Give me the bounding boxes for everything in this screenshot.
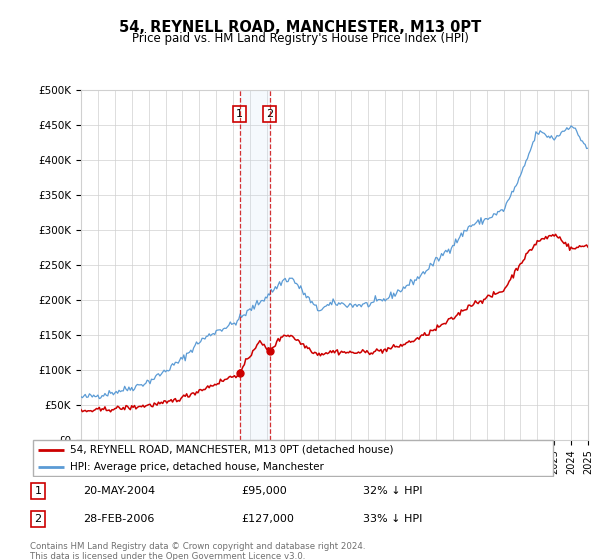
Text: 28-FEB-2006: 28-FEB-2006 (83, 514, 154, 524)
FancyBboxPatch shape (32, 440, 553, 476)
Text: 32% ↓ HPI: 32% ↓ HPI (362, 486, 422, 496)
Text: 1: 1 (236, 109, 243, 119)
Text: 54, REYNELL ROAD, MANCHESTER, M13 0PT: 54, REYNELL ROAD, MANCHESTER, M13 0PT (119, 20, 481, 35)
Text: Contains HM Land Registry data © Crown copyright and database right 2024.
This d: Contains HM Land Registry data © Crown c… (30, 542, 365, 560)
Text: 33% ↓ HPI: 33% ↓ HPI (362, 514, 422, 524)
Text: 2: 2 (34, 514, 41, 524)
Text: 1: 1 (34, 486, 41, 496)
Text: £127,000: £127,000 (241, 514, 294, 524)
Text: 20-MAY-2004: 20-MAY-2004 (83, 486, 155, 496)
Text: HPI: Average price, detached house, Manchester: HPI: Average price, detached house, Manc… (70, 462, 323, 472)
Text: £95,000: £95,000 (241, 486, 287, 496)
Bar (239, 90, 269, 440)
Text: 2: 2 (266, 109, 273, 119)
Text: Price paid vs. HM Land Registry's House Price Index (HPI): Price paid vs. HM Land Registry's House … (131, 32, 469, 45)
Text: 54, REYNELL ROAD, MANCHESTER, M13 0PT (detached house): 54, REYNELL ROAD, MANCHESTER, M13 0PT (d… (70, 445, 393, 455)
